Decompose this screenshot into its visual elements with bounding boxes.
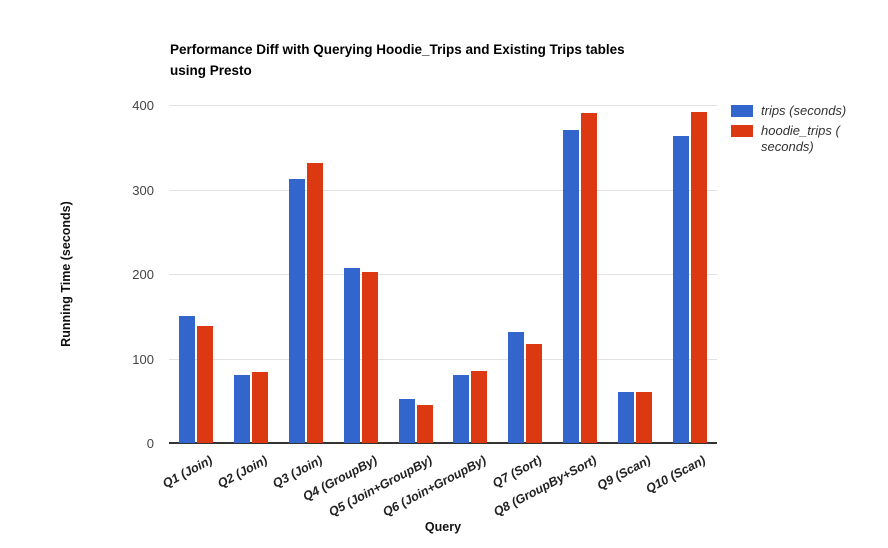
gridline-300 [169, 189, 717, 191]
legend-item-hoodie-trips-seconds: hoodie_trips ( seconds) [731, 123, 881, 155]
bar-q8-groupby-sort-hoodie-trips-seconds[interactable] [581, 113, 597, 443]
bar-q9-scan-trips-seconds[interactable] [617, 391, 634, 443]
x-tick-label-q10-scan: Q10 (Scan) [643, 453, 709, 497]
legend-swatch-trips-seconds [731, 105, 753, 117]
y-tick-label-100: 100 [132, 351, 154, 367]
x-tick-label-q6-join-groupby: Q6 (Join+GroupBy) [380, 453, 489, 520]
bar-q7-sort-hoodie-trips-seconds[interactable] [526, 344, 543, 443]
y-tick-label-0: 0 [146, 436, 154, 451]
chart-title: Performance Diff with Querying Hoodie_Tr… [170, 39, 810, 81]
bar-q10-scan-hoodie-trips-seconds[interactable] [690, 111, 707, 443]
x-tick-label-q8-groupby-sort: Q8 (GroupBy+Sort) [491, 453, 599, 519]
y-tick-label-200: 200 [132, 267, 154, 282]
legend-swatch-hoodie-trips-seconds [731, 125, 753, 137]
y-axis-title: Running Time (seconds) [59, 201, 73, 347]
y-tick-label-400: 400 [132, 98, 154, 113]
legend-label-trips-seconds: trips (seconds) [761, 103, 847, 118]
x-axis-title: Query [424, 520, 462, 534]
bar-q2-join-hoodie-trips-seconds[interactable] [252, 372, 269, 443]
legend-label-hoodie-trips-seconds: hoodie_trips ( seconds) [761, 123, 840, 154]
gridline-100 [169, 358, 717, 360]
bar-q4-groupby-hoodie-trips-seconds[interactable] [361, 272, 378, 443]
x-tick-label-q2-join: Q2 (Join) [215, 453, 270, 491]
bar-q1-join-trips-seconds[interactable] [179, 316, 196, 443]
bar-q2-join-trips-seconds[interactable] [234, 374, 251, 443]
bar-q4-groupby-trips-seconds[interactable] [343, 268, 360, 443]
gridline-400 [169, 105, 717, 106]
legend-item-trips-seconds: trips (seconds) [731, 103, 881, 119]
gridline-200 [169, 274, 717, 275]
bar-q7-sort-trips-seconds[interactable] [508, 332, 525, 443]
bar-q3-join-trips-seconds[interactable] [289, 178, 305, 443]
bar-q10-scan-trips-seconds[interactable] [672, 136, 689, 443]
chart-title-line-1: Performance Diff with Querying Hoodie_Tr… [170, 42, 625, 57]
bar-q8-groupby-sort-trips-seconds[interactable] [563, 129, 579, 443]
x-axis-baseline [169, 442, 717, 444]
x-tick-label-q1-join: Q1 (Join) [160, 453, 215, 491]
bar-q9-scan-hoodie-trips-seconds[interactable] [635, 392, 652, 443]
plot-area: 0 100 200 300 400 Q1 (Join) Q2 (Join) Q3 (Join)… [132, 98, 717, 519]
chart-title-line-2: using Presto [170, 63, 252, 78]
bar-q6-join-groupby-trips-seconds[interactable] [453, 374, 470, 443]
legend: trips (seconds) hoodie_trips ( seconds) [731, 103, 881, 159]
bar-q1-join-hoodie-trips-seconds[interactable] [197, 326, 214, 443]
y-tick-label-300: 300 [132, 182, 154, 198]
bar-q5-join-groupby-hoodie-trips-seconds[interactable] [416, 405, 433, 443]
bar-q6-join-groupby-hoodie-trips-seconds[interactable] [471, 371, 488, 443]
bar-q3-join-hoodie-trips-seconds[interactable] [307, 162, 323, 443]
bar-q5-join-groupby-trips-seconds[interactable] [398, 399, 415, 443]
